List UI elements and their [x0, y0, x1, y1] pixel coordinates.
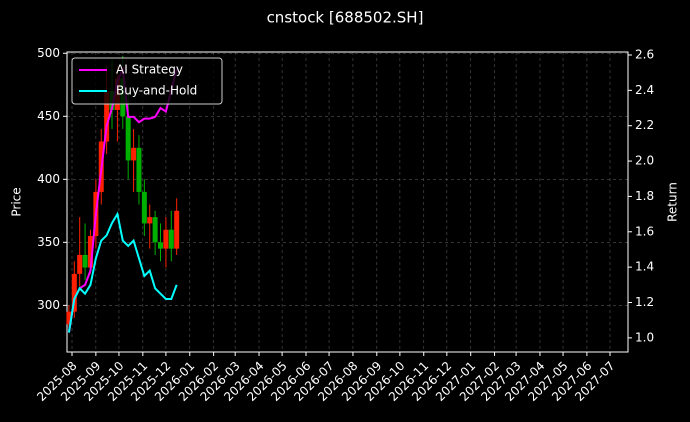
candle-body — [147, 217, 153, 224]
y2-tick-label: 1.6 — [635, 224, 654, 238]
candle-body — [152, 217, 158, 243]
candle-body — [104, 91, 110, 142]
y2-tick-label: 1.0 — [635, 330, 654, 344]
candle-body — [136, 147, 142, 192]
y2-tick-label: 2.2 — [635, 118, 654, 132]
candle-body — [77, 254, 83, 274]
candle-body — [82, 254, 88, 268]
y2-tick-label: 1.4 — [635, 260, 654, 274]
candle-body — [87, 236, 93, 268]
y2-tick-label: 2.4 — [635, 83, 654, 97]
candle-body — [125, 116, 131, 161]
y2-tick-label: 1.2 — [635, 295, 654, 309]
legend: AI Strategy Buy-and-Hold — [71, 57, 223, 105]
candle-body — [174, 210, 180, 249]
y-tick-label: 350 — [37, 235, 60, 249]
y-tick-label: 450 — [37, 109, 60, 123]
candle-body — [131, 147, 137, 161]
y-axis-label: Price — [10, 187, 24, 216]
chart-title: cnstock [688502.SH] — [267, 9, 424, 27]
y2-axis-label: Return — [666, 182, 680, 222]
candle-body — [66, 311, 72, 325]
legend-box — [71, 57, 223, 105]
candle-body — [158, 242, 164, 249]
y-tick-label: 300 — [37, 298, 60, 312]
y-tick-label: 500 — [37, 46, 60, 60]
y-tick-label: 400 — [37, 172, 60, 186]
legend-label: AI Strategy — [116, 63, 183, 77]
plot-frame — [66, 51, 629, 353]
legend-label: Buy-and-Hold — [116, 84, 197, 98]
y2-tick-label: 1.8 — [635, 189, 654, 203]
y2-tick-label: 2.0 — [635, 154, 654, 168]
line-series — [67, 211, 178, 333]
candle-body — [71, 273, 77, 312]
candle-body — [141, 191, 147, 224]
y2-tick-label: 2.6 — [635, 48, 654, 62]
candle-body — [163, 229, 169, 249]
candle-body — [168, 229, 174, 249]
